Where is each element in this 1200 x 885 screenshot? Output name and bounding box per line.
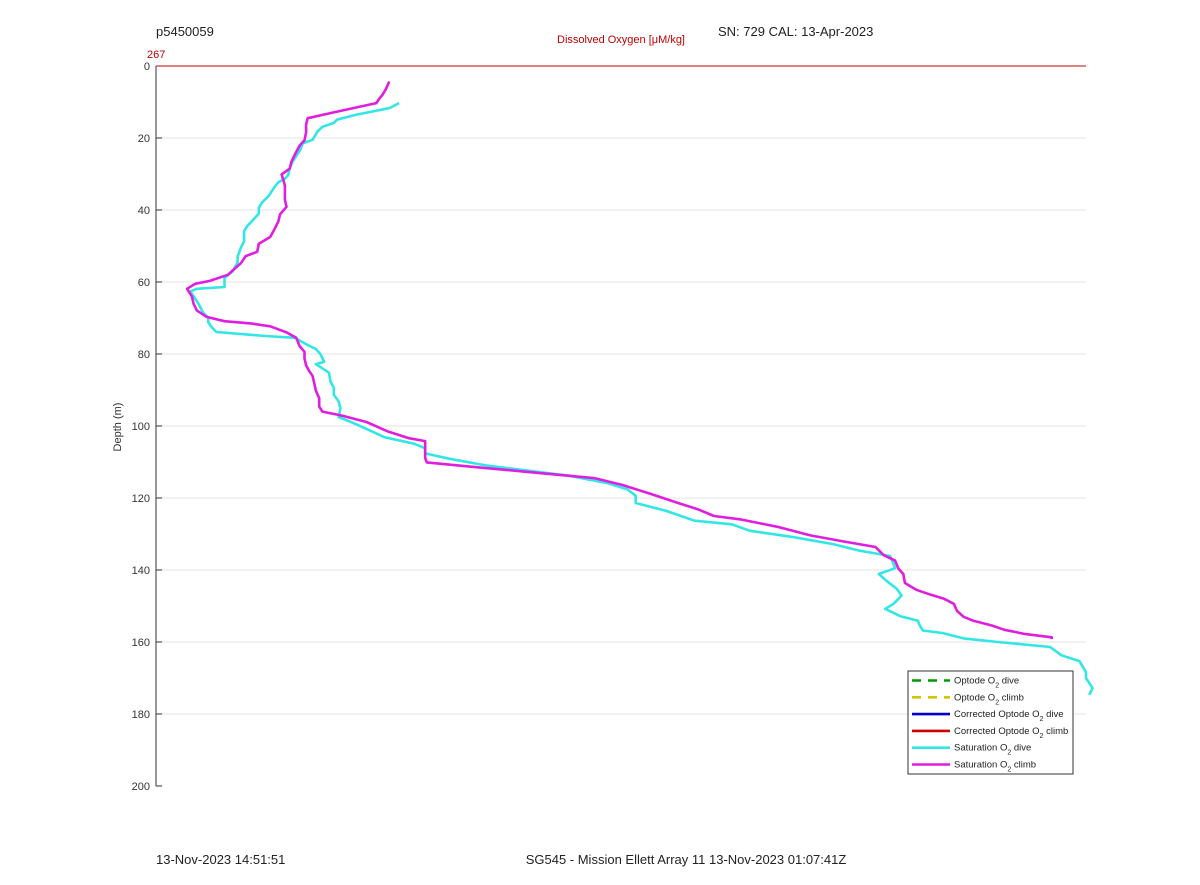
footer-timestamp: 13-Nov-2023 14:51:51 [156,852,286,867]
legend-label: Corrected Optode O2 climb [954,726,1068,740]
y-tick-label: 140 [132,565,150,577]
legend: Optode O2 dive Optode O2 climb Corrected O… [907,670,1074,775]
series-layer [185,80,1094,696]
y-tick-label: 60 [138,277,150,289]
y-tick-label: 80 [138,349,150,361]
legend-label: Corrected Optode O2 dive [954,709,1064,723]
y-tick-label: 40 [138,205,150,217]
legend-label: Optode O2 dive [954,676,1019,690]
y-tick-label: 20 [138,133,150,145]
y-tick-label: 200 [132,781,150,793]
series-line-saturation-climb [185,80,1053,640]
calibration-info: SN: 729 CAL: 13-Apr-2023 [718,24,874,39]
y-axis-label: Depth (m) [112,402,124,452]
series-line-saturation-dive [189,101,1094,696]
y-tick-label: 100 [132,421,150,433]
grid-layer [156,137,1086,715]
y-tick-label: 180 [132,709,150,721]
y-tick-label: 0 [144,61,150,73]
x-axis-label: Dissolved Oxygen [μM/kg] [557,34,685,46]
legend-label: Saturation O2 climb [954,760,1036,774]
profile-id: p5450059 [156,24,214,39]
x-tick-label: 267 [147,49,166,61]
y-tick-label: 160 [132,637,150,649]
legend-box [907,670,1074,775]
y-tick-label: 120 [132,493,150,505]
legend-label: Optode O2 climb [954,692,1024,706]
legend-label: Saturation O2 dive [954,743,1031,757]
axes-layer: 0 20 40 60 80 100 120 140 160 180 200 [132,61,1086,793]
footer-mission: SG545 - Mission Ellett Array 11 13-Nov-2… [525,852,847,867]
